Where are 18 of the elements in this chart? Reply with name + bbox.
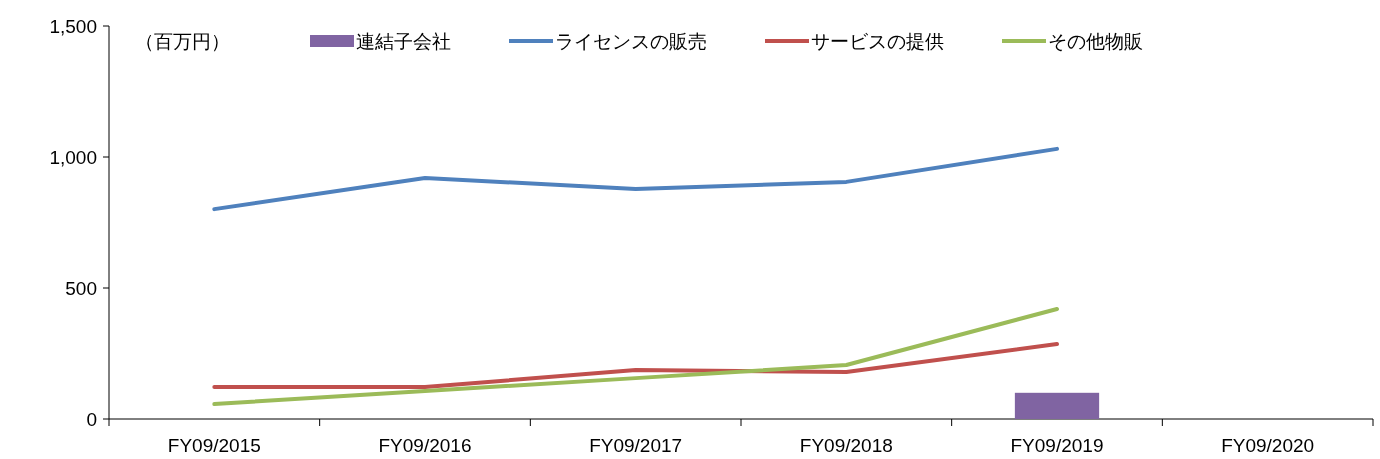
- legend-label: サービスの提供: [811, 31, 944, 52]
- x-tick-label: FY09/2017: [589, 435, 683, 456]
- x-tick-label: FY09/2015: [167, 435, 261, 456]
- x-tick-label: FY09/2018: [799, 435, 893, 456]
- legend-label: その他物販: [1048, 31, 1143, 52]
- line-series: [212, 146, 1059, 212]
- line-series: [212, 306, 1059, 407]
- y-tick-label: 1,000: [49, 147, 97, 168]
- x-tick-label: FY09/2016: [378, 435, 472, 456]
- legend-label: 連結子会社: [356, 31, 451, 52]
- line-series: [212, 342, 1059, 390]
- legend-label: ライセンスの販売: [555, 31, 707, 52]
- y-tick-label: 0: [86, 409, 97, 430]
- y-tick-label: 1,500: [49, 16, 97, 37]
- annotation: （百万円）: [135, 31, 230, 52]
- x-tick-label: FY09/2019: [1010, 435, 1104, 456]
- x-tick-label: FY09/2020: [1221, 435, 1315, 456]
- y-tick-label: 500: [65, 278, 97, 299]
